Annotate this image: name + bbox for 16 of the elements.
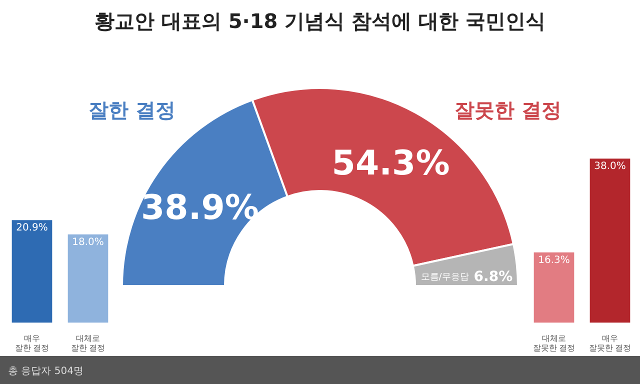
text: 총 응답자 504명 [8,365,84,378]
data-label: 54.3% [332,144,450,184]
slice-label: 잘못한 결정 [454,98,562,122]
x-tick-label: 대체로 잘한 결정 [70,334,106,352]
data-label: 38.0% [594,161,626,172]
x-tick-label: 대체로 잘못한 결정 [532,334,576,352]
x-tick-label: 매우 잘못한 결정 [588,334,632,352]
data-label: 18.0% [72,236,104,248]
x-tick-label: 매우 잘한 결정 [14,334,50,352]
chart-title: 황교안 대표의 5·18 기념식 참석에 대한 국민인식 [93,8,547,35]
data-label: 6.8% [474,269,513,286]
data-label: 38.9% [141,188,259,228]
slice-label: 모름/무응답 [420,272,469,283]
data-label: 20.9% [16,222,48,234]
data-label: 16.3% [538,254,570,266]
slice-label: 잘한 결정 [88,98,176,122]
